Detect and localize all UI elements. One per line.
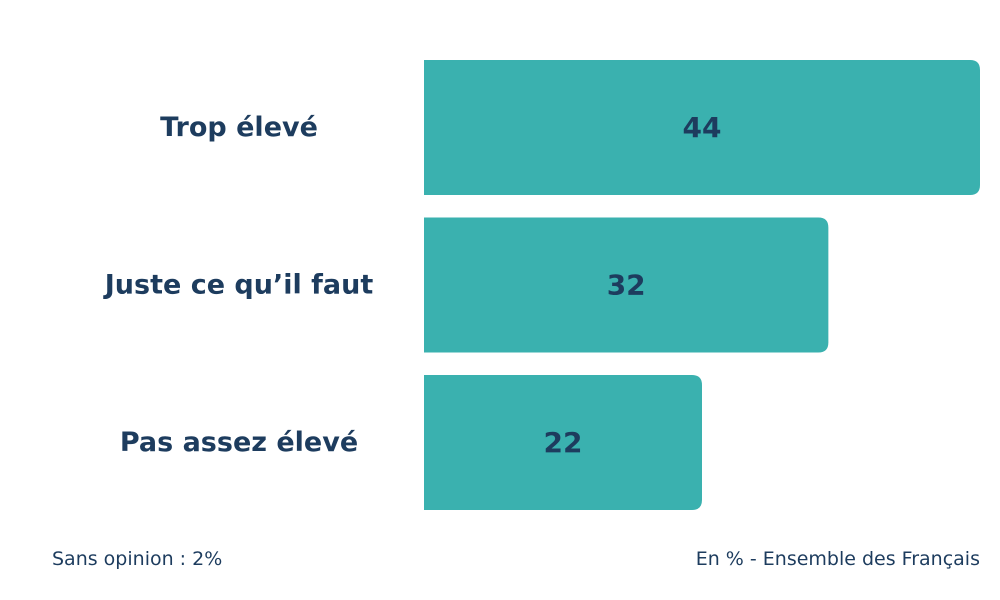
sans-opinion-note: Sans opinion : 2% [52, 548, 223, 570]
bars [424, 60, 980, 510]
source-note: En % - Ensemble des Français [695, 548, 980, 570]
category-label-juste-ce-qu-il-faut: Juste ce qu’il faut [103, 270, 374, 301]
bar-trop-eleve [424, 60, 980, 195]
value-label-pas-assez-eleve: 22 [544, 426, 583, 459]
value-labels: 44 32 22 [544, 111, 722, 459]
value-label-trop-eleve: 44 [683, 111, 722, 144]
category-label-trop-eleve: Trop élevé [160, 112, 318, 143]
bar-juste-ce-qu-il-faut [424, 217, 829, 353]
category-label-pas-assez-eleve: Pas assez élevé [120, 427, 358, 458]
category-labels: Trop élevé Juste ce qu’il faut Pas assez é… [103, 112, 374, 458]
value-label-juste-ce-qu-il-faut: 32 [607, 269, 646, 302]
bar-pas-assez-eleve [424, 375, 702, 510]
